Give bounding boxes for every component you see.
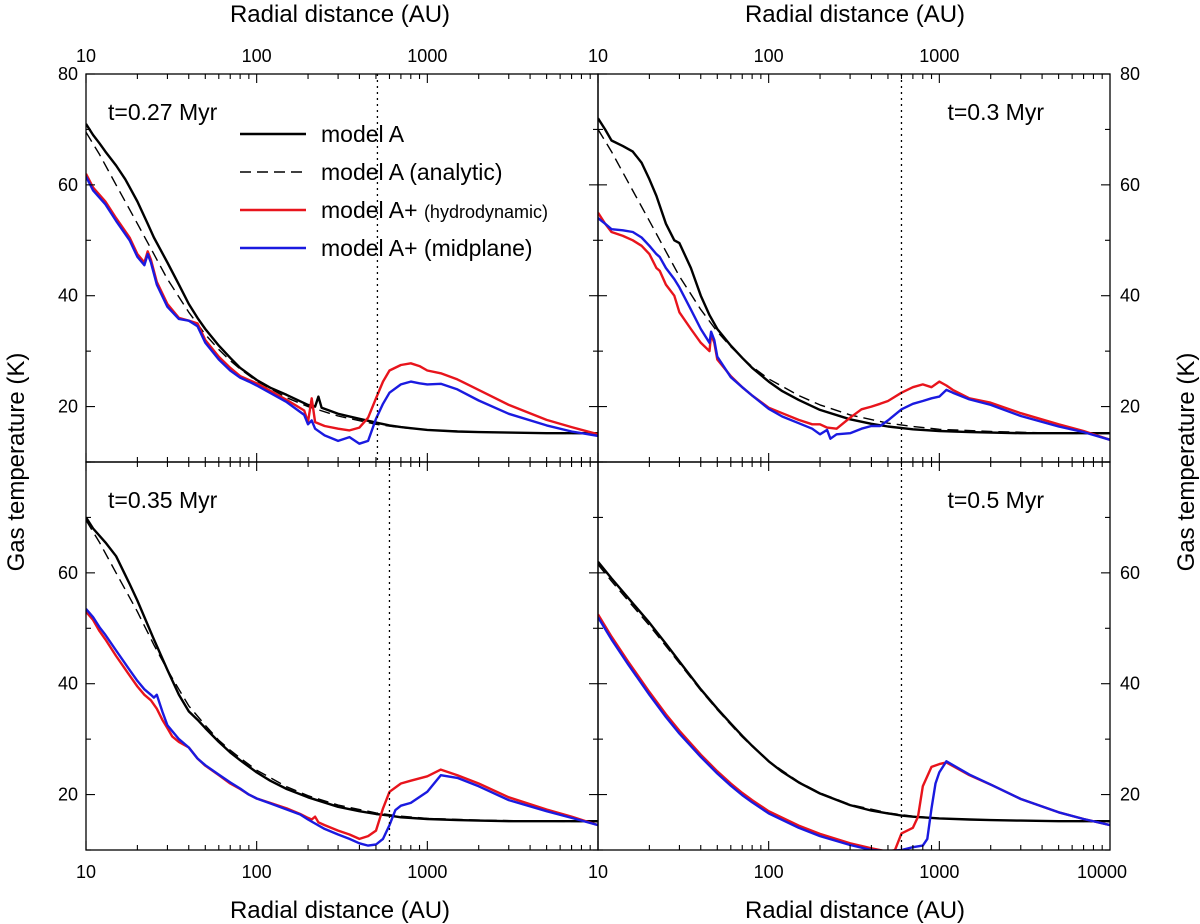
panel-frame <box>597 461 1111 851</box>
y-tick-label: 40 <box>1120 286 1140 306</box>
x-tick-label: 1000 <box>407 46 447 66</box>
y-tick-label: 60 <box>1120 175 1140 195</box>
y-tick-label: 60 <box>1120 563 1140 583</box>
panel-2: t=0.3 Myr <box>597 73 1111 463</box>
y-tick-label: 20 <box>58 397 78 417</box>
y-tick-label: 20 <box>58 785 78 805</box>
panel-time-label: t=0.5 Myr <box>947 487 1044 513</box>
y-tick-label: 80 <box>58 64 78 84</box>
panel-time-label: t=0.35 Myr <box>108 487 218 513</box>
y-tick-label: 40 <box>58 286 78 306</box>
y-axis-title-right: Gas temperature (K) <box>1173 353 1200 572</box>
x-axis-title-bottom-left: Radial distance (AU) <box>230 897 450 924</box>
panel-time-label: t=0.27 Myr <box>108 99 218 125</box>
series-model-a <box>598 561 1110 823</box>
legend-entry-label: model A+ (hydrodynamic) <box>321 197 548 223</box>
series-model-a-midplane <box>86 608 598 847</box>
series-model-a <box>598 117 1110 435</box>
legend-entry-label: model A (analytic) <box>321 159 503 185</box>
legend-entry-label: model A <box>321 121 405 147</box>
x-tick-label: 100 <box>242 862 272 882</box>
x-tick-label: 10 <box>588 46 608 66</box>
x-axis-title-bottom-right: Radial distance (AU) <box>745 897 965 924</box>
panel-3: t=0.35 Myr <box>85 461 599 851</box>
panel-4: t=0.5 Myr <box>597 461 1111 851</box>
series-model-a-analytic <box>598 129 1110 435</box>
y-tick-label: 60 <box>58 175 78 195</box>
x-axis-title-top-left: Radial distance (AU) <box>230 1 450 28</box>
series-model-a-midplane <box>598 217 1110 441</box>
series-model-a-hydrodynamic <box>86 173 598 436</box>
series-model-a-hydrodynamic <box>598 613 1110 850</box>
y-tick-label: 80 <box>1120 64 1140 84</box>
panel-time-label: t=0.3 Myr <box>947 99 1044 125</box>
x-tick-label: 10 <box>76 46 96 66</box>
x-axis-title-top-right: Radial distance (AU) <box>745 1 965 28</box>
y-tick-label: 20 <box>1120 397 1140 417</box>
legend-entry-suffix: (hydrodynamic) <box>424 202 548 222</box>
series-model-a-midplane <box>598 616 1110 850</box>
panels-layer: t=0.27 Myr t=0.3 Myr t=0.35 Myr t=0.5 Myr 10… <box>58 46 1140 882</box>
y-tick-label: 40 <box>58 674 78 694</box>
y-tick-label: 60 <box>58 563 78 583</box>
panel-frame <box>85 461 599 851</box>
y-axis-title-left: Gas temperature (K) <box>3 353 30 572</box>
series-model-a-midplane <box>86 175 598 445</box>
series-model-a-analytic <box>86 519 598 823</box>
x-tick-label: 1000 <box>407 862 447 882</box>
y-tick-label: 40 <box>1120 674 1140 694</box>
series-model-a-hydrodynamic <box>598 211 1110 441</box>
legend: model A model A (analytic) model A+ (hydro… <box>240 121 548 261</box>
x-tick-label: 1000 <box>919 862 959 882</box>
x-tick-label: 10 <box>588 862 608 882</box>
y-tick-label: 20 <box>1120 785 1140 805</box>
x-tick-label: 100 <box>754 862 784 882</box>
legend-entry-label: model A+ (midplane) <box>321 235 533 261</box>
x-tick-label: 1000 <box>919 46 959 66</box>
x-tick-label: 10 <box>76 862 96 882</box>
x-tick-label: 100 <box>754 46 784 66</box>
series-model-a-analytic <box>598 564 1110 823</box>
x-tick-label: 100 <box>242 46 272 66</box>
series-model-a <box>86 516 598 823</box>
x-tick-label: 10000 <box>1077 862 1127 882</box>
